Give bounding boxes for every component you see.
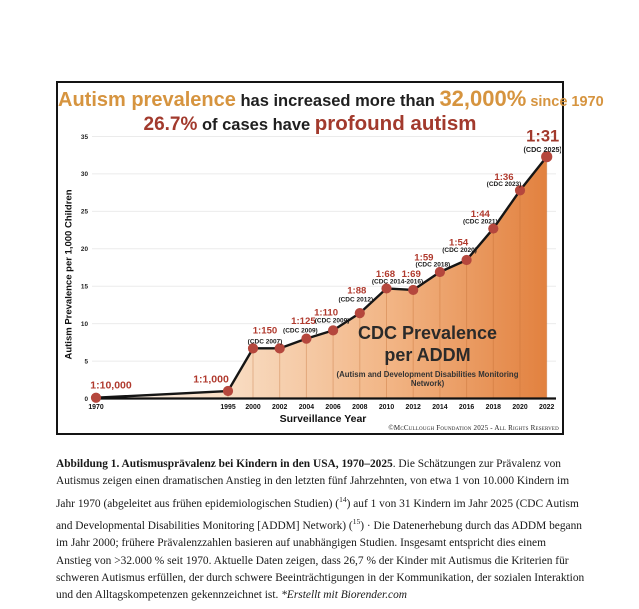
caption-seg2: ) auf 1 von 31 Kindern im Jahr 2025 (CDC… [56, 497, 579, 532]
x-ticks: 1970 1995 2000 2002 2004 2006 2008 2010 2012 2014… [88, 404, 554, 411]
figure-title-line2: 26.7% of cases have profound autism [58, 112, 562, 136]
ratio-label: 1:31 [526, 127, 559, 145]
cdc-report-label: (CDC 2020) [442, 247, 477, 254]
title-cases-text: of cases have [197, 116, 315, 134]
ratio-label: 1:69 [402, 269, 421, 280]
ratio-label: 1:54 [449, 237, 469, 248]
y-axis-label: Autism Prevalence per 1,000 Children [63, 189, 75, 360]
y-tick-label: 25 [81, 209, 89, 216]
caption-bold-heading: Abbildung 1. Autismusprävalenz bei Kinde… [56, 458, 393, 470]
data-point [222, 385, 234, 397]
x-axis-label: Surveillance Year [279, 413, 367, 425]
data-point [301, 333, 312, 344]
ratio-label: 1:110 [314, 308, 338, 319]
figure-title-line1: Autism prevalence has increased more tha… [58, 86, 604, 112]
y-tick-label: 35 [81, 134, 89, 141]
cdc-report-label: (CDC 2012) [338, 296, 373, 303]
cdc-report-label: (CDC 2009) [283, 327, 318, 334]
area-fill [96, 156, 547, 399]
caption-seg4: Anstieg von >32.000 % seit 1970. Aktuell… [56, 554, 585, 602]
autism-prevalence-figure: Autism prevalence has increased more tha… [56, 81, 604, 435]
x-tick-label: 2006 [325, 404, 340, 411]
y-tick-label: 30 [81, 171, 89, 178]
x-tick-label: 2002 [272, 404, 287, 411]
cdc-report-label: (CDC 2007) [248, 339, 283, 346]
figure-caption: Abbildung 1. Autismusprävalenz bei Kinde… [56, 456, 588, 605]
title-percentage: 32,000% [439, 86, 527, 111]
data-point [541, 151, 553, 163]
cdc-report-label: (CDC 2025) [524, 145, 561, 154]
data-point [488, 223, 499, 234]
title-since-1970: since 1970 [526, 94, 604, 110]
ratio-label: 1:125 [291, 316, 316, 327]
figure-title: Autism prevalence has increased more tha… [58, 86, 604, 136]
ratio-label: 1:59 [414, 252, 433, 263]
x-tick-label: 2022 [539, 404, 554, 411]
inner-subtitle-addm: (Autism and Development Disabilities Mon… [336, 370, 519, 389]
ratio-label: 1:10,000 [90, 379, 132, 391]
caption-seg3: ) · Die Datenerhebung durch das ADDM beg… [56, 519, 582, 550]
x-tick-label: 1995 [220, 404, 235, 411]
data-point [90, 392, 102, 403]
area-dividers [227, 159, 548, 398]
x-tick-label: 1970 [88, 404, 103, 411]
copyright-notice: ©McCullough Foundation 2025 - All Rights… [388, 424, 559, 432]
x-tick-label: 2018 [486, 404, 501, 411]
cdc-report-label: (CDC 2014-2016) [372, 279, 423, 286]
data-point [328, 325, 339, 336]
y-ticks: 0 5 10 15 20 25 30 35 [81, 134, 89, 403]
data-points [90, 151, 553, 403]
data-point [274, 343, 285, 354]
y-tick-label: 10 [81, 321, 89, 328]
x-tick-label: 2014 [432, 404, 447, 411]
cdc-report-label: (CDC 2023) [487, 181, 522, 188]
data-point [408, 284, 419, 296]
cdc-report-label: (CDC 2009) [315, 318, 350, 325]
cdc-report-label: (CDC 2021) [463, 218, 498, 225]
y-tick-label: 20 [81, 246, 89, 253]
ratio-label: 1:36 [494, 172, 513, 183]
chart-inner-title: CDC Prevalence per ADDM (Autism and Deve… [320, 323, 535, 388]
y-tick-label: 0 [84, 396, 88, 403]
title-profound-autism: profound autism [314, 112, 477, 135]
caption-ref-15: 15 [352, 517, 361, 527]
prevalence-chart: 0 5 10 15 20 25 30 35 1970 1995 2000 2002 2004 2006 20… [81, 127, 561, 411]
inner-title-line2: per ADDM [384, 344, 471, 365]
inner-title-line1: CDC Prevalence [357, 323, 498, 343]
data-point [381, 283, 392, 294]
x-tick-label: 2004 [299, 404, 314, 411]
data-point [434, 266, 445, 278]
data-point [461, 254, 472, 266]
data-point [247, 343, 259, 354]
cdc-report-label: (CDC 2018) [416, 261, 451, 268]
x-tick-label: 2016 [459, 404, 474, 411]
x-tick-label: 2020 [512, 404, 527, 411]
title-autism-prevalence: Autism prevalence [58, 89, 236, 111]
x-tick-label: 2000 [245, 404, 260, 411]
x-tick-label: 2012 [406, 404, 421, 411]
data-point [514, 185, 526, 196]
y-tick-label: 5 [84, 358, 88, 365]
ratio-label: 1:88 [347, 286, 367, 297]
x-tick-label: 2008 [352, 404, 367, 411]
y-tick-label: 15 [81, 284, 89, 291]
caption-ref-14: 14 [339, 494, 347, 504]
caption-biorender-credit: *Erstellt mit Biorender.com [281, 589, 408, 602]
ratio-label: 1:150 [253, 326, 278, 337]
x-tick-label: 2010 [379, 404, 394, 411]
ratio-label: 1:68 [376, 269, 396, 280]
title-increase-text: has increased more than [235, 92, 440, 110]
data-point [354, 308, 365, 319]
caption-seg1: . Die Schätzungen zur Prävalenz von Auti… [56, 458, 570, 510]
title-267-percent: 26.7% [143, 114, 198, 135]
ratio-label: 1:44 [471, 209, 491, 220]
ratio-label: 1:1,000 [193, 374, 229, 386]
